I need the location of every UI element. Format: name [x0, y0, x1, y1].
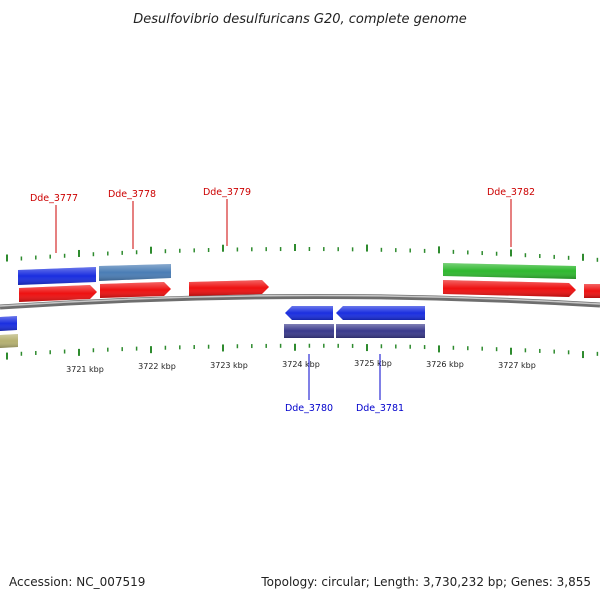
accession-text: Accession: NC_007519 [9, 575, 145, 589]
gene-feature[interactable] [284, 324, 334, 338]
genome-summary-text: Topology: circular; Length: 3,730,232 bp… [260, 575, 591, 589]
genome-backbone [0, 293, 600, 310]
gene-feature[interactable] [19, 285, 97, 302]
gene-label[interactable]: Dde_3781 [356, 403, 404, 414]
gene-feature[interactable] [584, 284, 600, 298]
gene-label[interactable]: Dde_3782 [487, 187, 535, 198]
genome-backbone-highlight [0, 294, 600, 307]
gene-feature[interactable] [99, 264, 171, 281]
tick-label: 3723 kbp [210, 361, 248, 370]
tick-label: 3721 kbp [66, 365, 104, 374]
tick-label: 3726 kbp [426, 360, 464, 369]
gene-label[interactable]: Dde_3778 [108, 189, 156, 200]
gene-label[interactable]: Dde_3777 [30, 193, 78, 204]
gene-feature[interactable] [0, 316, 17, 331]
tick-label: 3727 kbp [498, 361, 536, 370]
gene-feature[interactable] [336, 306, 425, 320]
tick-label: 3722 kbp [138, 362, 176, 371]
gene-feature[interactable] [336, 324, 425, 338]
gene-feature[interactable] [189, 280, 269, 296]
gene-feature[interactable] [443, 263, 576, 279]
tick-label: 3724 kbp [282, 360, 320, 369]
gene-label[interactable]: Dde_3779 [203, 187, 251, 198]
gene-feature[interactable] [100, 282, 171, 298]
gene-feature[interactable] [0, 334, 18, 348]
map-title: Desulfovibrio desulfuricans G20, complet… [133, 12, 467, 27]
gene-label[interactable]: Dde_3780 [285, 403, 333, 414]
lower-tick-marks [6, 343, 599, 360]
upper-tick-marks [6, 244, 599, 262]
gene-feature[interactable] [18, 267, 96, 285]
gene-feature[interactable] [285, 306, 333, 320]
tick-label: 3725 kbp [354, 359, 392, 368]
gene-feature[interactable] [443, 280, 576, 297]
